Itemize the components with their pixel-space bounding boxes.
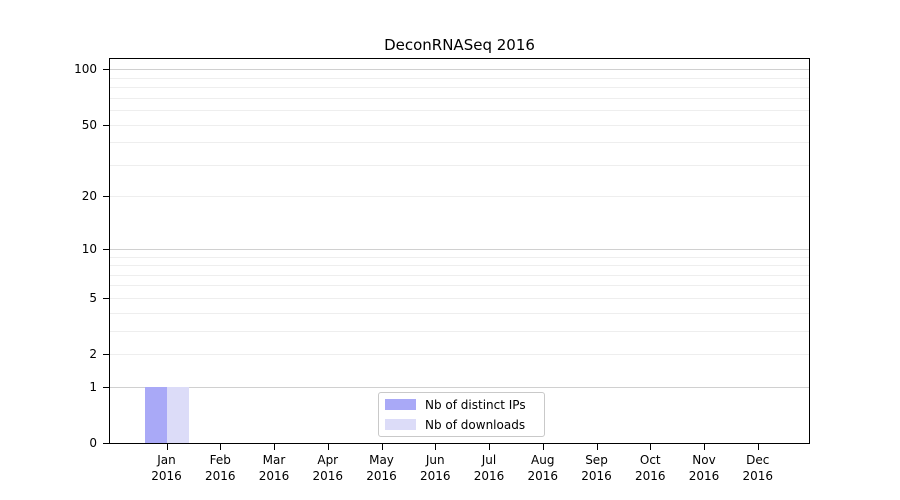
- x-tick-label: May 2016: [342, 452, 422, 484]
- x-tick-label-line: 2016: [419, 469, 451, 483]
- x-tick-label-line: Sep: [585, 453, 608, 467]
- x-tick-label-line: Dec: [746, 453, 770, 467]
- x-tick-label-line: 2016: [151, 469, 182, 483]
- y-gridline-minor: [110, 274, 809, 276]
- y-tick-mark: [103, 354, 109, 356]
- x-tick-label: Feb 2016: [180, 452, 260, 484]
- y-gridline-minor: [110, 196, 809, 198]
- y-gridline-minor: [110, 77, 809, 79]
- legend: Nb of distinct IPs Nb of downloads: [378, 392, 545, 437]
- x-tick-mark: [327, 444, 329, 450]
- x-tick-label-line: 2016: [312, 469, 344, 483]
- x-tick-mark: [596, 444, 598, 450]
- y-gridline-minor: [110, 354, 809, 356]
- x-tick-label: Nov 2016: [664, 452, 744, 484]
- x-tick-mark: [542, 444, 544, 450]
- y-gridline-minor: [110, 87, 809, 89]
- x-tick-label-line: 2016: [688, 469, 720, 483]
- x-tick-label-line: Aug: [531, 453, 555, 467]
- x-tick-mark: [489, 444, 490, 450]
- x-tick-label-line: 2016: [634, 469, 666, 483]
- y-tick-mark: [103, 248, 109, 250]
- y-tick-mark: [103, 124, 109, 126]
- y-gridline-major: [110, 386, 809, 388]
- y-tick-label: 10: [81, 241, 97, 256]
- y-gridline-minor: [110, 312, 809, 314]
- x-tick-label-line: 2016: [581, 469, 612, 483]
- y-gridline-minor: [110, 164, 809, 166]
- bar-distinct-ips: [144, 386, 167, 443]
- y-gridline-minor: [110, 256, 809, 258]
- x-tick-label-line: Nov: [692, 453, 716, 467]
- x-tick-label-line: 2016: [742, 469, 774, 483]
- x-tick-mark: [381, 444, 383, 450]
- x-tick-mark: [704, 444, 705, 450]
- y-gridline-major: [110, 248, 809, 250]
- y-tick-label: 100: [74, 62, 97, 77]
- x-tick-mark: [220, 444, 222, 450]
- x-tick-label-line: Jun: [425, 453, 445, 467]
- x-tick-label-line: 2016: [473, 469, 505, 483]
- x-tick-mark: [166, 444, 168, 450]
- y-gridline-minor: [110, 297, 809, 299]
- legend-entry: Nb of distinct IPs: [385, 397, 536, 413]
- legend-label: Nb of downloads: [425, 417, 526, 432]
- x-tick-label-line: Mar: [262, 453, 286, 467]
- x-tick-label: Jun 2016: [395, 452, 475, 484]
- x-tick-label-line: Jul: [481, 453, 497, 467]
- x-tick-label: Sep 2016: [557, 452, 637, 484]
- x-tick-label-line: Jan: [157, 453, 176, 467]
- y-tick-label: 20: [81, 189, 97, 204]
- x-tick-label-line: Apr: [317, 453, 339, 467]
- y-tick-mark: [103, 196, 109, 198]
- y-tick-label: 2: [89, 347, 97, 362]
- y-tick-label: 50: [81, 117, 97, 132]
- legend-label: Nb of distinct IPs: [425, 397, 526, 412]
- x-tick-label-line: Oct: [639, 453, 661, 467]
- x-tick-label-line: Feb: [209, 453, 231, 467]
- y-tick-label: 5: [89, 290, 97, 305]
- y-gridline-minor: [110, 124, 809, 126]
- x-tick-label: Oct 2016: [610, 452, 690, 484]
- x-tick-label-line: 2016: [527, 469, 559, 483]
- x-tick-label: Apr 2016: [288, 452, 368, 484]
- y-gridline-minor: [110, 110, 809, 112]
- legend-swatch: [385, 419, 416, 430]
- y-tick-mark: [103, 297, 109, 299]
- y-gridline-major: [110, 69, 809, 71]
- x-tick-label-line: 2016: [204, 469, 236, 483]
- y-tick-mark: [103, 69, 109, 71]
- plot-area: [109, 58, 810, 444]
- x-tick-mark: [274, 444, 275, 450]
- chart-title: DeconRNASeq 2016: [384, 36, 535, 54]
- x-tick-label-line: May: [369, 453, 394, 467]
- y-gridline-minor: [110, 285, 809, 287]
- bar-downloads: [166, 386, 189, 443]
- y-gridline-minor: [110, 330, 809, 332]
- x-tick-label: Dec 2016: [718, 452, 798, 484]
- y-gridline-minor: [110, 265, 809, 267]
- y-tick-label: 1: [89, 379, 97, 394]
- y-gridline-minor: [110, 142, 809, 144]
- x-tick-label: Aug 2016: [503, 452, 583, 484]
- x-tick-label: Jan 2016: [127, 452, 207, 484]
- x-tick-label: Mar 2016: [234, 452, 314, 484]
- y-tick-label: 0: [89, 436, 97, 450]
- y-tick-mark: [103, 443, 109, 444]
- x-tick-mark: [650, 444, 652, 450]
- x-tick-label-line: 2016: [258, 469, 290, 483]
- x-tick-label-line: 2016: [366, 469, 397, 483]
- legend-swatch: [385, 399, 416, 410]
- x-tick-label: Jul 2016: [449, 452, 529, 484]
- x-tick-mark: [757, 444, 759, 450]
- y-gridline-minor: [110, 97, 809, 99]
- legend-entry: Nb of downloads: [385, 417, 536, 433]
- x-tick-mark: [435, 444, 437, 450]
- y-tick-mark: [103, 386, 109, 388]
